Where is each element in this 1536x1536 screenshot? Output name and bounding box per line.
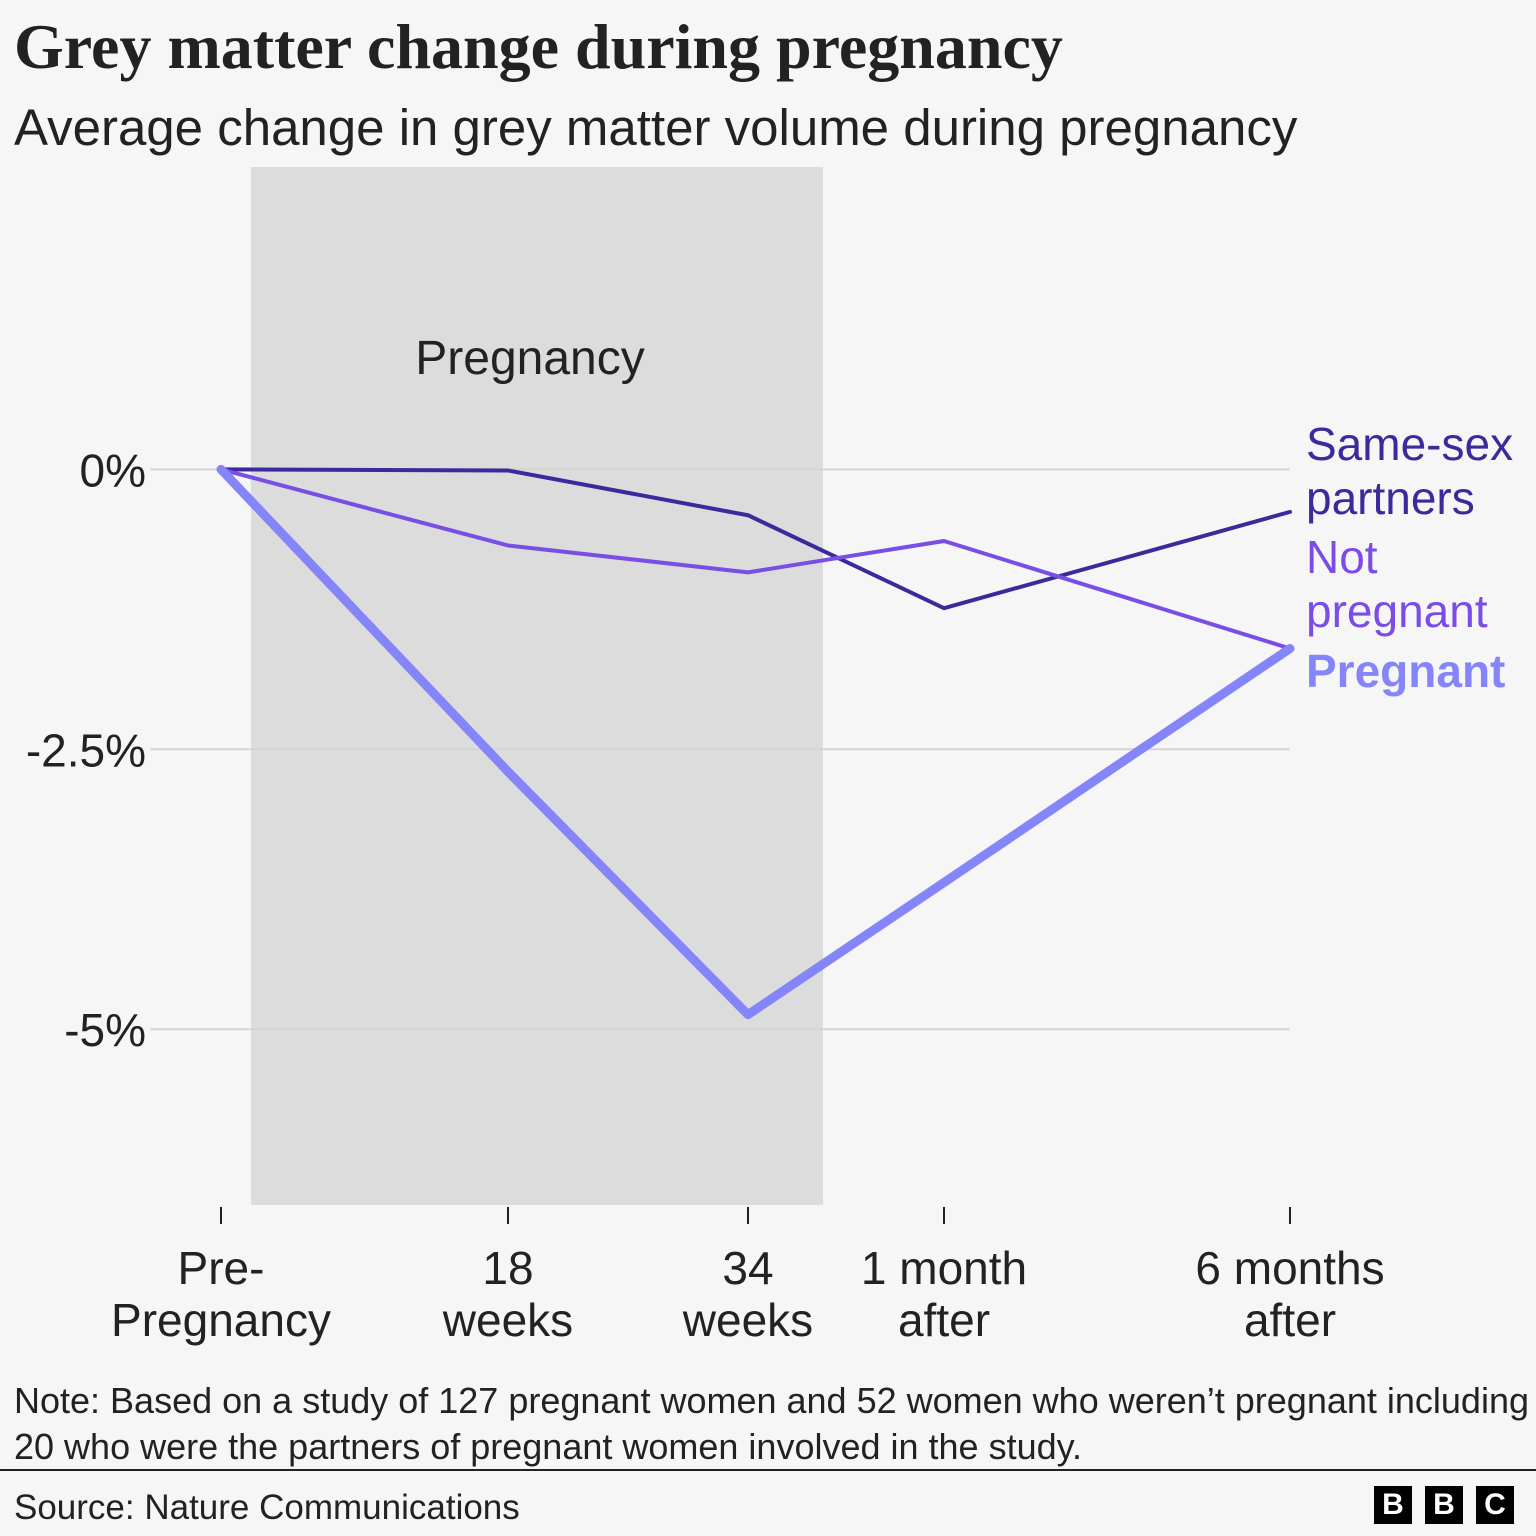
x-tick-label: 34 weeks — [682, 1242, 814, 1346]
logo-letter: B — [1374, 1486, 1412, 1524]
x-tick-label: 18 weeks — [442, 1242, 574, 1346]
x-tick-label: 6 months after — [1195, 1242, 1385, 1346]
legend-label: Not pregnant — [1306, 531, 1488, 637]
legend-label: Pregnant — [1306, 645, 1506, 697]
legend-label: Same-sex partners — [1306, 418, 1514, 524]
y-tick-label: -2.5% — [26, 724, 146, 776]
logo-letter: C — [1476, 1486, 1514, 1524]
y-tick-label: -5% — [64, 1004, 146, 1056]
series-line — [216, 464, 1295, 1020]
chart-subtitle: Average change in grey matter volume dur… — [14, 99, 1298, 156]
note: Note: Based on a study of 127 pregnant w… — [14, 1380, 1529, 1467]
x-tick-label: Pre- Pregnancy — [111, 1242, 331, 1346]
pregnancy-shade — [251, 167, 823, 1205]
chart-title: Grey matter change during pregnancy — [14, 11, 1063, 82]
y-tick-label: 0% — [80, 444, 146, 496]
divider — [0, 1469, 1536, 1471]
x-tick-label: 1 month after — [860, 1242, 1028, 1346]
logo-letter: B — [1425, 1486, 1463, 1524]
annotation: Pregnancy — [415, 332, 644, 385]
source: Source: Nature Communications — [14, 1488, 520, 1527]
series-line — [219, 467, 1292, 651]
